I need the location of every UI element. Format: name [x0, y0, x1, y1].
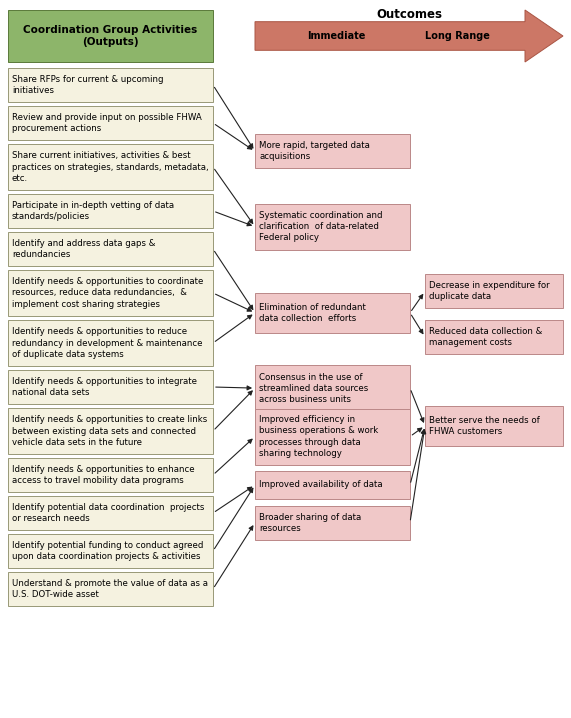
- Text: Decrease in expenditure for
duplicate data: Decrease in expenditure for duplicate da…: [429, 281, 550, 302]
- Text: Immediate: Immediate: [307, 31, 365, 41]
- Bar: [8, 10, 213, 62]
- Text: Long Range: Long Range: [425, 31, 490, 41]
- Text: Reduced data collection &
management costs: Reduced data collection & management cos…: [429, 327, 542, 347]
- Text: Systematic coordination and
clarification  of data-related
Federal policy: Systematic coordination and clarificatio…: [259, 211, 383, 242]
- Bar: [425, 274, 563, 308]
- Bar: [255, 204, 410, 250]
- Text: Outcomes: Outcomes: [376, 8, 442, 21]
- Bar: [8, 68, 213, 102]
- Bar: [8, 194, 213, 228]
- Text: Coordination Group Activities
(Outputs): Coordination Group Activities (Outputs): [23, 25, 198, 47]
- Text: Identify needs & opportunities to coordinate
resources, reduce data redundancies: Identify needs & opportunities to coordi…: [12, 277, 203, 309]
- Text: Better serve the needs of
FHWA customers: Better serve the needs of FHWA customers: [429, 416, 540, 436]
- Text: Identify needs & opportunities to create links
between existing data sets and co: Identify needs & opportunities to create…: [12, 416, 207, 447]
- Bar: [255, 293, 410, 332]
- Bar: [425, 406, 563, 446]
- Text: Improved efficiency in
business operations & work
processes through data
sharing: Improved efficiency in business operatio…: [259, 416, 378, 457]
- Bar: [8, 408, 213, 454]
- Text: Identify potential data coordination  projects
or research needs: Identify potential data coordination pro…: [12, 503, 204, 523]
- Text: Identify needs & opportunities to reduce
redundancy in development & maintenance: Identify needs & opportunities to reduce…: [12, 327, 203, 358]
- Bar: [255, 409, 410, 465]
- Bar: [255, 505, 410, 540]
- Bar: [425, 320, 563, 354]
- Text: Understand & promote the value of data as a
U.S. DOT-wide asset: Understand & promote the value of data a…: [12, 579, 208, 599]
- Text: Identify needs & opportunities to integrate
national data sets: Identify needs & opportunities to integr…: [12, 377, 197, 397]
- Text: Share current initiatives, activities & best
practices on strategies, standards,: Share current initiatives, activities & …: [12, 151, 208, 182]
- Bar: [255, 471, 410, 499]
- Text: Consensus in the use of
streamlined data sources
across business units: Consensus in the use of streamlined data…: [259, 373, 368, 404]
- Bar: [8, 270, 213, 316]
- Text: More rapid, targeted data
acquisitions: More rapid, targeted data acquisitions: [259, 141, 370, 162]
- Bar: [8, 370, 213, 404]
- Bar: [8, 458, 213, 492]
- Bar: [8, 496, 213, 530]
- Text: Elimination of redundant
data collection  efforts: Elimination of redundant data collection…: [259, 303, 366, 323]
- Text: Participate in in-depth vetting of data
standards/policies: Participate in in-depth vetting of data …: [12, 201, 174, 221]
- Bar: [8, 572, 213, 606]
- Bar: [255, 134, 410, 169]
- Bar: [8, 320, 213, 366]
- Text: Improved availability of data: Improved availability of data: [259, 480, 383, 490]
- Bar: [8, 106, 213, 140]
- Bar: [8, 534, 213, 568]
- Bar: [8, 144, 213, 190]
- Text: Identify potential funding to conduct agreed
upon data coordination projects & a: Identify potential funding to conduct ag…: [12, 541, 203, 561]
- Text: Share RFPs for current & upcoming
initiatives: Share RFPs for current & upcoming initia…: [12, 75, 163, 95]
- Bar: [255, 365, 410, 411]
- Bar: [8, 232, 213, 266]
- Text: Review and provide input on possible FHWA
procurement actions: Review and provide input on possible FHW…: [12, 113, 202, 133]
- Text: Identify needs & opportunities to enhance
access to travel mobility data program: Identify needs & opportunities to enhanc…: [12, 465, 195, 485]
- Text: Identify and address data gaps &
redundancies: Identify and address data gaps & redunda…: [12, 239, 155, 259]
- Text: Broader sharing of data
resources: Broader sharing of data resources: [259, 513, 361, 533]
- Polygon shape: [255, 10, 563, 62]
